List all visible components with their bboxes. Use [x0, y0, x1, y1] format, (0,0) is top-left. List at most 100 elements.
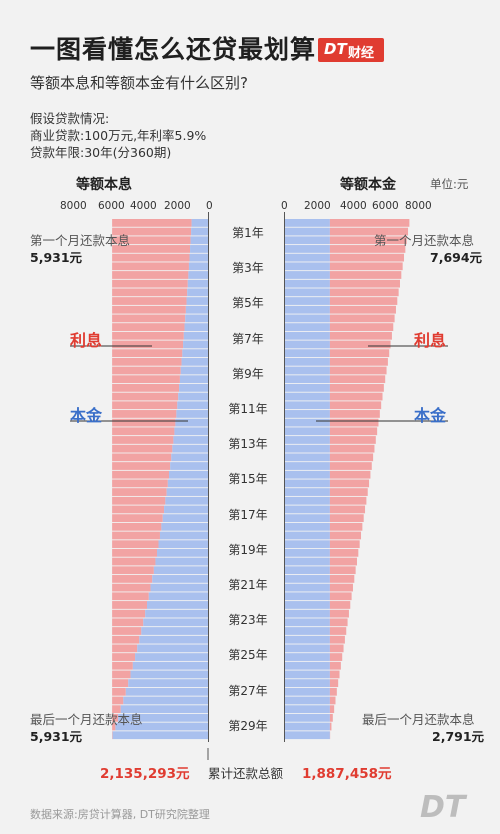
- left-principal-bar: [164, 505, 208, 514]
- right-interest-bar: [329, 696, 336, 705]
- left-principal-bar: [148, 592, 208, 601]
- left-interest-bar: [112, 436, 174, 444]
- right-principal-bar: [285, 427, 330, 436]
- right-interest-bar: [329, 557, 357, 566]
- left-principal-bar: [120, 705, 208, 714]
- left-principal-bar: [166, 488, 208, 496]
- left-principal-bar: [145, 609, 208, 618]
- right-principal-label: 本金: [414, 406, 447, 425]
- left-interest-bar: [112, 245, 191, 253]
- right-interest-bar: [329, 262, 403, 271]
- right-interest-bar: [329, 496, 367, 505]
- left-principal-bar: [183, 340, 208, 349]
- right-principal-bar: [285, 418, 330, 427]
- right-principal-bar: [285, 722, 330, 731]
- left-principal-bar: [182, 349, 208, 358]
- left-principal-bar: [141, 627, 208, 635]
- right-last-month-label: 最后一个月还款本息: [362, 712, 475, 727]
- year-label: 第1年: [232, 226, 264, 240]
- left-tick-label: 6000: [98, 200, 125, 212]
- left-principal-bar: [112, 731, 208, 740]
- right-interest-bar: [329, 375, 386, 384]
- left-principal-bar: [188, 271, 208, 279]
- right-interest-bar: [329, 522, 363, 531]
- right-principal-bar: [285, 488, 330, 496]
- right-principal-bar: [285, 375, 330, 384]
- assumptions-term: 贷款年限:30年(分360期): [30, 145, 172, 160]
- left-principal-bar: [157, 548, 208, 557]
- year-label: 第11年: [228, 402, 268, 416]
- left-principal-bar: [152, 575, 208, 583]
- right-tick-label: 8000: [405, 200, 432, 212]
- right-principal-bar: [285, 731, 330, 740]
- assumptions: 假设贷款情况: 商业贷款:100万元,年利率5.9% 贷款年限:30年(分360…: [30, 110, 206, 161]
- left-interest-bar: [112, 627, 142, 635]
- right-interest-bar: [329, 279, 400, 288]
- left-interest-bar: [112, 271, 189, 279]
- left-interest-bar: [112, 635, 140, 644]
- right-last-month-value: 2,791元: [432, 729, 485, 744]
- left-principal-bar: [173, 436, 208, 444]
- right-interest-bar: [329, 245, 406, 253]
- right-principal-bar: [285, 401, 330, 410]
- year-label: 第13年: [228, 437, 268, 452]
- left-tick-label: 8000: [60, 200, 87, 212]
- left-tick-label: 4000: [130, 200, 157, 212]
- unit-label: 单位:元: [430, 177, 469, 191]
- right-interest-bar: [329, 305, 396, 314]
- right-principal-bar: [285, 245, 330, 253]
- left-principal-bar: [167, 479, 208, 488]
- right-interest-bar: [329, 722, 332, 731]
- right-principal-bar: [285, 366, 330, 375]
- right-principal-bar: [285, 548, 330, 557]
- left-principal-bar: [158, 540, 208, 549]
- page-subtitle: 等额本息和等额本金有什么区别?: [30, 74, 248, 92]
- right-interest-bar: [329, 227, 409, 236]
- right-interest-bar: [329, 349, 390, 358]
- left-principal-bar: [137, 644, 208, 653]
- left-principal-bar: [183, 331, 208, 340]
- right-principal-bar: [285, 340, 330, 349]
- left-principal-bar: [170, 462, 208, 470]
- right-chart-title: 等额本金: [340, 177, 396, 193]
- right-interest-bar: [329, 331, 392, 340]
- right-principal-bar: [285, 236, 330, 245]
- left-principal-label: 本金: [70, 406, 103, 425]
- year-label: 第25年: [228, 648, 268, 663]
- right-interest-bar: [329, 566, 356, 575]
- right-principal-bar: [285, 279, 330, 288]
- left-principal-bar: [191, 227, 208, 236]
- left-interest-bar: [112, 331, 184, 340]
- left-principal-bar: [186, 297, 208, 305]
- left-principal-bar: [118, 713, 208, 722]
- right-interest-bar: [329, 357, 388, 366]
- brand-dt-text: DT: [324, 40, 347, 58]
- assumptions-loan: 商业贷款:100万元,年利率5.9%: [30, 128, 207, 143]
- year-label: 第3年: [232, 261, 264, 276]
- right-interest-bar: [329, 288, 399, 297]
- right-interest-bar: [329, 236, 407, 245]
- left-interest-bar: [112, 522, 162, 531]
- left-principal-bar: [187, 279, 208, 288]
- year-label: 第19年: [228, 542, 268, 557]
- right-interest-bar: [329, 575, 355, 583]
- right-principal-bar: [285, 696, 330, 705]
- right-principal-bar: [285, 592, 330, 601]
- right-principal-bar: [285, 644, 330, 653]
- left-interest-bar: [112, 383, 180, 392]
- right-interest-bar: [329, 514, 364, 523]
- right-principal-bar: [285, 566, 330, 575]
- left-principal-bar: [180, 366, 208, 375]
- right-interest-bar: [329, 670, 340, 679]
- right-principal-bar: [285, 679, 330, 687]
- right-principal-bar: [285, 670, 330, 679]
- right-tick-label: 6000: [372, 200, 399, 212]
- right-interest-bar: [329, 583, 353, 592]
- left-interest-bar: [112, 418, 176, 427]
- right-interest-bar: [329, 479, 370, 488]
- left-interest-bar: [112, 219, 192, 227]
- left-principal-bar: [188, 262, 208, 271]
- right-principal-bar: [285, 357, 330, 366]
- year-label: 第23年: [228, 613, 268, 628]
